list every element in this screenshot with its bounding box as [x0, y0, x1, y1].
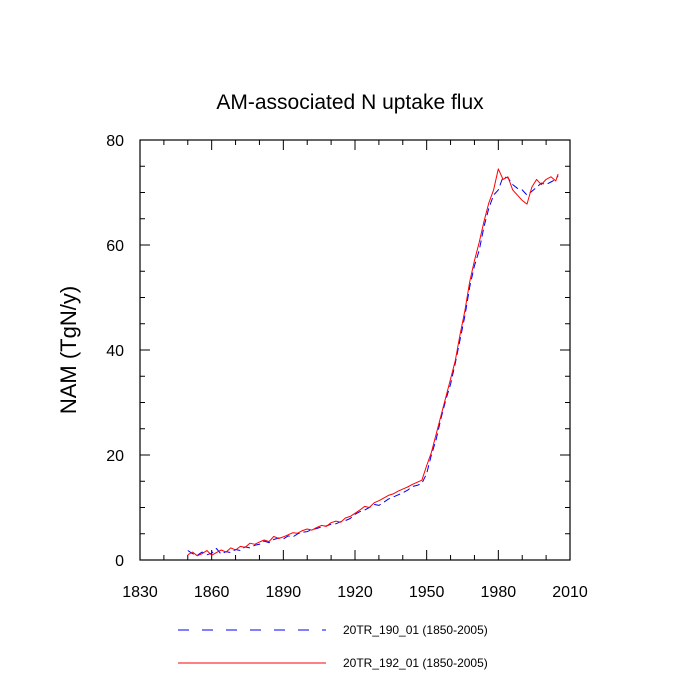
- x-tick-label: 1890: [266, 584, 302, 601]
- legend-label-1: 20TR_190_01 (1850-2005): [343, 623, 488, 637]
- x-tick-label: 2010: [552, 584, 588, 601]
- series-line-2: [187, 168, 559, 557]
- x-tick-label: 1920: [337, 584, 373, 601]
- plot-area: 1830 1860 1890 1920 1950 1980 2010 0 20 40 60 80: [106, 133, 588, 601]
- y-tick-label: 0: [115, 553, 124, 570]
- y-tick-label: 60: [106, 238, 124, 255]
- chart-title: AM-associated N uptake flux: [216, 91, 484, 114]
- series-line-1: [187, 175, 559, 556]
- legend: 20TR_190_01 (1850-2005) 20TR_192_01 (1850…: [178, 623, 488, 670]
- plot-frame: [139, 139, 571, 561]
- x-tick-label: 1830: [122, 584, 158, 601]
- legend-label-2: 20TR_192_01 (1850-2005): [343, 656, 488, 670]
- y-axis-label: NAM (TgN/y): [56, 286, 81, 414]
- x-tick-label: 1950: [409, 584, 445, 601]
- y-tick-label: 40: [106, 343, 124, 360]
- y-tick-label: 20: [106, 448, 124, 465]
- x-tick-label: 1980: [481, 584, 517, 601]
- x-tick-label: 1860: [194, 584, 230, 601]
- y-tick-label: 80: [106, 133, 124, 150]
